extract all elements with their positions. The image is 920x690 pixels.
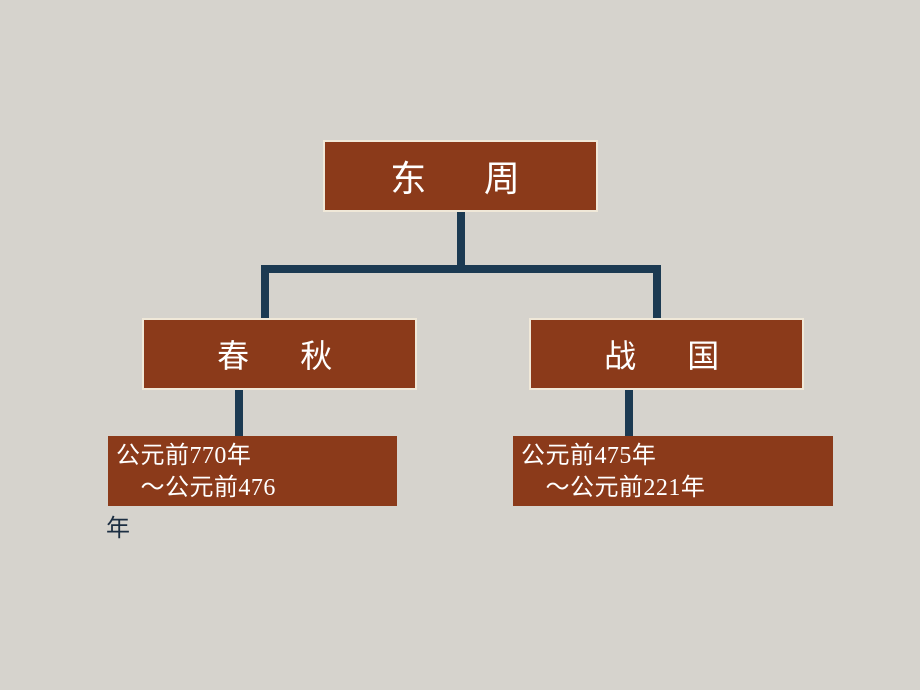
node-left: 春 秋 — [142, 318, 417, 390]
node-root-label: 东 周 — [390, 150, 530, 202]
connector-root-stem — [457, 212, 465, 273]
connector-right-drop — [653, 265, 661, 318]
node-right-label: 战 国 — [604, 331, 729, 377]
detail-left-line2: ～公元前476 — [116, 472, 389, 504]
detail-right: 公元前475年 ～公元前221年 — [513, 436, 833, 506]
connector-left-drop — [261, 265, 269, 318]
slide-canvas: 东 周 春 秋 战 国 公元前770年 ～公元前476 年 公元前475年 ～公… — [0, 0, 920, 690]
detail-left: 公元前770年 ～公元前476 — [108, 436, 397, 506]
detail-right-line2: ～公元前221年 — [521, 472, 825, 504]
detail-left-overflow: 年 — [106, 508, 130, 543]
node-right: 战 国 — [529, 318, 804, 390]
node-left-label: 春 秋 — [217, 331, 342, 377]
connector-right-detail — [625, 390, 633, 436]
node-root: 东 周 — [323, 140, 598, 212]
detail-left-line1: 公元前770年 — [116, 440, 389, 472]
connector-left-detail — [235, 390, 243, 436]
connector-horizontal — [261, 265, 661, 273]
detail-right-line1: 公元前475年 — [521, 440, 825, 472]
